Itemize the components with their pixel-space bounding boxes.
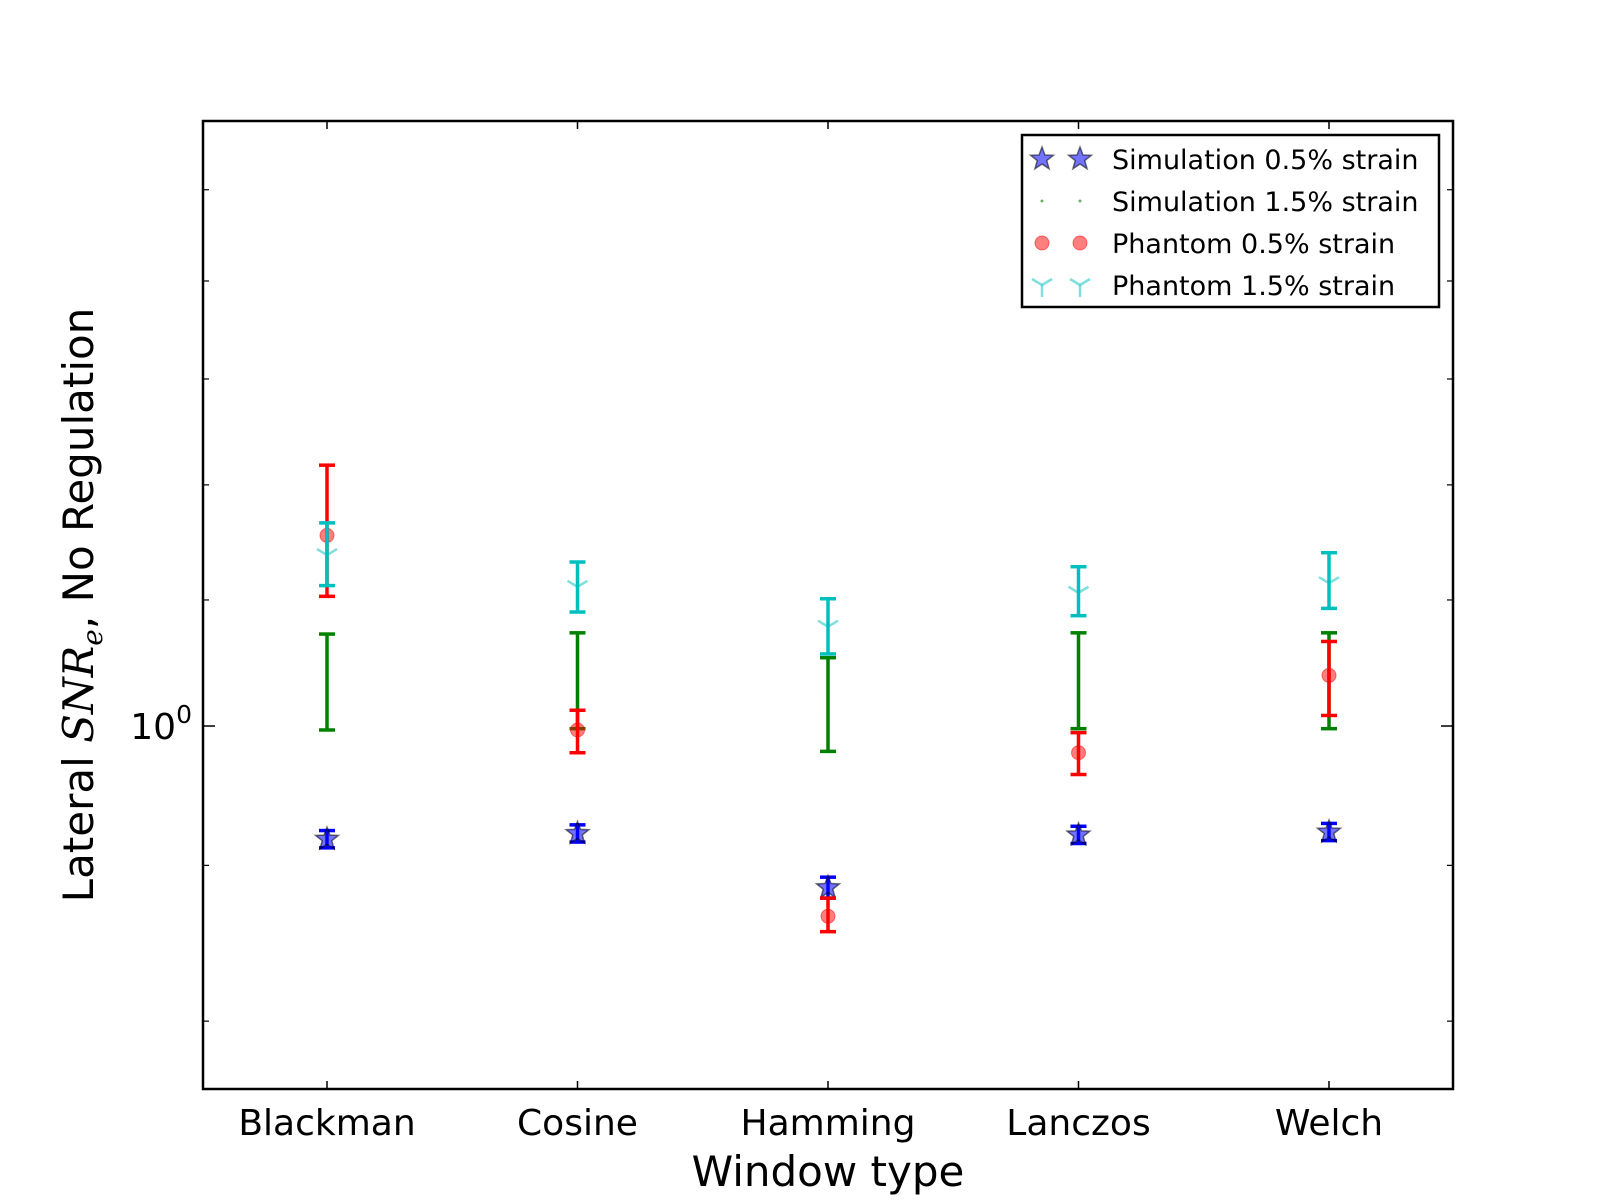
data-point xyxy=(316,547,338,568)
x-tick-label: Lanczos xyxy=(1006,1103,1150,1144)
error-bar xyxy=(319,632,335,732)
data-point xyxy=(325,679,329,683)
data-point xyxy=(1315,817,1343,844)
data-point xyxy=(1321,667,1337,683)
error-bar xyxy=(1321,550,1337,611)
data-point xyxy=(576,677,579,681)
data-point xyxy=(1071,745,1086,761)
legend-marker xyxy=(1078,199,1082,203)
legend-entry: Phantom 1.5% strain xyxy=(1031,271,1395,302)
data-point xyxy=(826,702,830,706)
legend: Simulation 0.5% strain Simulation 1.5% st… xyxy=(1020,133,1441,309)
series-star xyxy=(313,817,1343,900)
legend-marker xyxy=(1040,199,1044,203)
legend-label: Simulation 1.5% strain xyxy=(1112,187,1419,218)
error-bar xyxy=(1070,564,1087,618)
axis-ticks xyxy=(203,121,1453,1089)
data-point xyxy=(564,819,591,845)
data-point xyxy=(1318,576,1340,596)
data-point xyxy=(313,825,341,851)
data-point xyxy=(570,722,585,738)
data-point xyxy=(817,619,839,639)
legend-entry: Simulation 1.5% strain xyxy=(1040,187,1419,218)
y-tick-label: 100 xyxy=(130,700,192,748)
x-tick-label: Hamming xyxy=(741,1103,916,1144)
legend-entry: Phantom 0.5% strain xyxy=(1034,229,1395,260)
legend-marker xyxy=(1069,277,1091,297)
legend-marker xyxy=(1034,235,1050,251)
legend-box xyxy=(1020,133,1441,309)
error-bar xyxy=(1070,631,1087,731)
legend-marker xyxy=(1028,144,1056,171)
legend-label: Simulation 0.5% strain xyxy=(1112,145,1419,176)
x-tick-label: Welch xyxy=(1275,1103,1383,1144)
data-point xyxy=(820,908,836,924)
legend-label: Phantom 1.5% strain xyxy=(1112,271,1395,302)
legend-marker xyxy=(1072,235,1088,251)
legend-entry: Simulation 0.5% strain xyxy=(1028,144,1419,176)
data-point xyxy=(566,579,589,599)
x-tick-label: Blackman xyxy=(238,1103,415,1144)
legend-marker xyxy=(1031,277,1053,297)
data-layer xyxy=(313,463,1343,934)
data-point xyxy=(1065,820,1092,847)
data-point xyxy=(814,873,842,900)
x-tick-label: Cosine xyxy=(517,1103,638,1144)
plot-frame xyxy=(201,119,1455,1091)
data-point xyxy=(1067,585,1090,605)
legend-label: Phantom 0.5% strain xyxy=(1112,229,1395,260)
legend-marker xyxy=(1066,144,1094,171)
y-axis-label: Lateral SNRe, No Regulation xyxy=(54,308,109,903)
tick-labels: 100 Blackman Cosine Hamming Lanczos Welch xyxy=(130,700,1383,1144)
data-point xyxy=(1077,677,1080,681)
x-axis-label: Window type xyxy=(692,1147,965,1196)
series-tri_down xyxy=(316,521,1340,656)
